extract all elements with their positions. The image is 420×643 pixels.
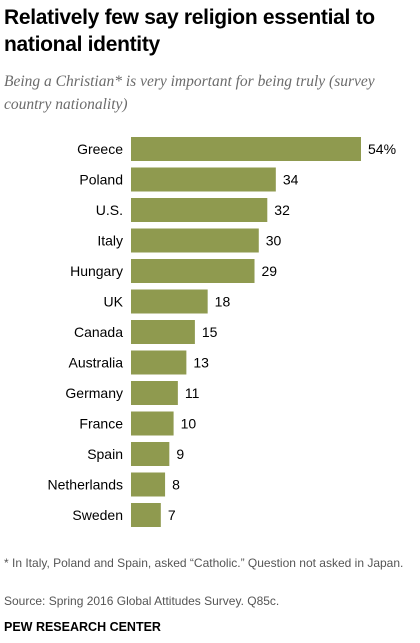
value-label: 7 <box>168 507 176 523</box>
category-label: France <box>79 416 123 432</box>
source-note: Source: Spring 2016 Global Attitudes Sur… <box>4 594 280 608</box>
value-label: 10 <box>181 416 197 432</box>
category-label: Italy <box>97 233 123 249</box>
value-label: 18 <box>215 294 231 310</box>
category-label: Greece <box>77 141 123 157</box>
category-label: Spain <box>87 446 123 462</box>
category-label: Canada <box>74 324 123 340</box>
value-label: 30 <box>266 233 282 249</box>
brand-label: PEW RESEARCH CENTER <box>4 620 161 634</box>
bar <box>131 259 255 283</box>
value-label: 15 <box>202 324 218 340</box>
bar <box>131 198 268 222</box>
bar <box>131 137 361 161</box>
category-label: Poland <box>79 172 123 188</box>
value-label: 13 <box>193 355 209 371</box>
category-label: Hungary <box>70 263 123 279</box>
bar <box>131 503 161 527</box>
category-label: U.S. <box>96 202 123 218</box>
bar <box>131 350 187 375</box>
value-label: 11 <box>185 385 200 401</box>
bar <box>131 289 208 314</box>
bar <box>131 320 195 344</box>
value-label: 32 <box>274 202 290 218</box>
category-label: Sweden <box>72 507 123 523</box>
bar <box>131 228 259 253</box>
bar <box>131 472 166 497</box>
footnote: * In Italy, Poland and Spain, asked “Cat… <box>4 556 404 570</box>
chart-title: Relatively few say religion essential to… <box>4 6 375 56</box>
value-label: 8 <box>172 477 180 493</box>
value-label: 29 <box>262 263 278 279</box>
bar <box>131 167 276 192</box>
value-label: 54% <box>368 141 396 157</box>
category-label: Germany <box>65 385 123 401</box>
value-label: 9 <box>176 446 184 462</box>
category-label: UK <box>104 294 124 310</box>
category-label: Australia <box>69 355 124 371</box>
bar <box>131 411 174 436</box>
bar-chart: Greece 54% Poland 34 U.S. 32 Italy 30 Hungary 29 U… <box>48 137 396 527</box>
bar <box>131 381 178 405</box>
value-label: 34 <box>283 172 299 188</box>
category-label: Netherlands <box>48 477 124 493</box>
chart-subtitle: Being a Christian* is very important for… <box>4 73 375 113</box>
bar <box>131 442 170 466</box>
